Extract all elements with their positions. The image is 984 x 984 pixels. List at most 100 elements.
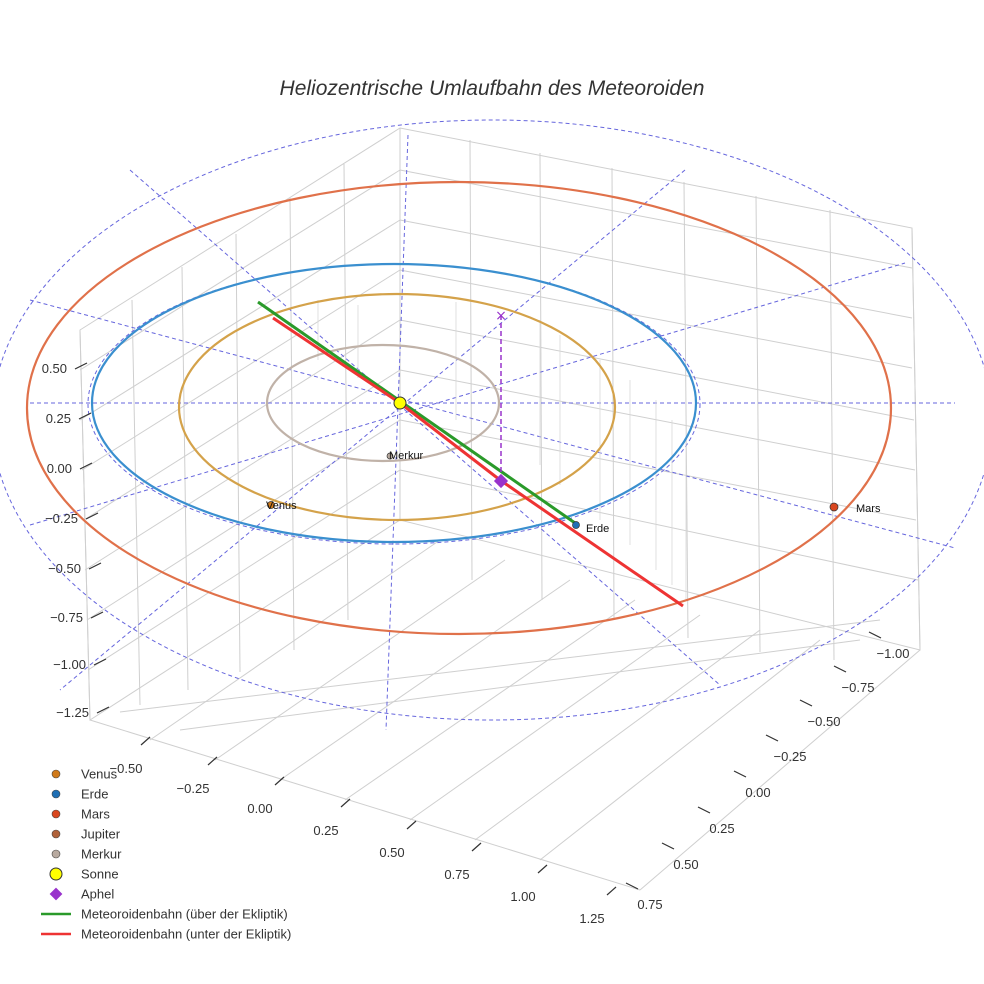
legend[interactable]: Venus Erde Mars Jupiter Merkur Sonne Aphel Mete…	[41, 767, 291, 942]
label-venus: Venus	[266, 500, 297, 512]
meteoroid-path-above	[257, 300, 576, 525]
x-tick-label: 1.25	[579, 911, 604, 926]
x-tick-mark	[207, 756, 218, 766]
y-tick-mark	[765, 734, 779, 742]
legend-item[interactable]: Meteoroidenbahn (unter der Ekliptik)	[41, 927, 291, 942]
y-tick-mark	[733, 770, 747, 778]
x-tick-label: −0.25	[177, 781, 210, 796]
x-tick-label: 0.25	[313, 823, 338, 838]
chart-title: Heliozentrische Umlaufbahn des Meteoroid…	[280, 77, 705, 100]
legend-label: Aphel	[81, 887, 114, 902]
y-tick-mark	[697, 806, 711, 814]
x-tick-mark	[606, 886, 617, 896]
legend-item[interactable]: Aphel	[49, 887, 115, 902]
z-tick-mark	[88, 562, 102, 570]
legend-item[interactable]: Jupiter	[51, 827, 121, 842]
reference-dashed-lines	[0, 119, 984, 731]
orbit-venus	[177, 292, 617, 522]
y-tick-label: −1.00	[877, 646, 910, 661]
meteoroid-path-below	[272, 316, 684, 608]
legend-label: Merkur	[81, 847, 122, 862]
z-axis-ticks: 0.50 0.25 0.00 −0.25 −0.50 −0.75 −1.00 −1.25	[42, 361, 110, 720]
legend-label: Erde	[81, 787, 108, 802]
y-tick-label: 0.25	[709, 821, 734, 836]
z-tick-label: 0.50	[42, 361, 67, 376]
z-tick-label: −1.00	[53, 657, 86, 672]
legend-item[interactable]: Mars	[51, 807, 110, 822]
y-tick-label: −0.25	[774, 749, 807, 764]
z-tick-mark	[90, 611, 104, 619]
aphel-marker	[493, 473, 509, 489]
legend-label: Meteoroidenbahn (unter der Ekliptik)	[81, 927, 291, 942]
legend-label: Meteoroidenbahn (über der Ekliptik)	[81, 907, 288, 922]
x-tick-label: −0.50	[110, 761, 143, 776]
label-erde: Erde	[586, 523, 609, 535]
planet-markers	[267, 396, 839, 529]
erde-marker	[572, 521, 580, 529]
legend-symbol	[51, 849, 61, 859]
venus-marker	[267, 501, 275, 509]
z-tick-mark	[85, 512, 99, 520]
x-tick-label: 0.00	[247, 801, 272, 816]
y-tick-label: 0.00	[745, 785, 770, 800]
y-tick-mark	[625, 882, 639, 890]
z-tick-mark	[78, 412, 92, 420]
planet-orbits	[25, 180, 893, 636]
x-tick-mark	[537, 864, 548, 874]
z-tick-label: −0.50	[48, 561, 81, 576]
z-tick-label: −0.75	[50, 610, 83, 625]
label-merkur: Merkur	[389, 450, 424, 462]
legend-item[interactable]: Sonne	[49, 867, 119, 882]
drop-lines	[317, 300, 687, 600]
y-tick-label: 0.75	[637, 897, 662, 912]
z-tick-mark	[96, 706, 110, 714]
x-tick-mark	[140, 736, 151, 746]
legend-item[interactable]: Erde	[51, 787, 108, 802]
z-tick-label: 0.00	[47, 461, 72, 476]
z-tick-label: −1.25	[56, 705, 89, 720]
aphel-top-cross: ×	[495, 308, 507, 324]
x-tick-mark	[340, 798, 351, 808]
legend-label: Venus	[81, 767, 118, 782]
z-tick-mark	[93, 658, 107, 666]
y-axis-ticks: −1.00 −0.75 −0.50 −0.25 0.00 0.25 0.50 0.75	[625, 631, 910, 912]
y-tick-mark	[799, 699, 813, 707]
y-tick-label: −0.50	[808, 714, 841, 729]
legend-item[interactable]: Meteoroidenbahn (über der Ekliptik)	[41, 907, 288, 922]
sonne-marker	[393, 396, 407, 410]
x-tick-label: 0.75	[444, 867, 469, 882]
label-mars: Mars	[856, 503, 881, 515]
y-tick-mark	[833, 665, 847, 673]
legend-symbol	[51, 809, 61, 819]
legend-item[interactable]: Venus	[51, 767, 118, 782]
y-tick-mark	[661, 842, 675, 850]
legend-label: Mars	[81, 807, 110, 822]
legend-symbol	[49, 867, 63, 881]
legend-symbol	[51, 769, 61, 779]
orbit-mars	[25, 180, 893, 636]
orbit-erde	[90, 262, 698, 544]
x-tick-mark	[471, 842, 482, 852]
legend-item[interactable]: Merkur	[51, 847, 122, 862]
x-tick-mark	[274, 776, 285, 786]
x-axis-ticks: −0.50 −0.25 0.00 0.25 0.50 0.75 1.00 1.25	[110, 736, 617, 926]
legend-symbol	[49, 887, 63, 901]
orbit-merkur	[265, 343, 501, 463]
y-tick-label: 0.50	[673, 857, 698, 872]
z-tick-label: −0.25	[45, 511, 78, 526]
x-tick-mark	[406, 820, 417, 830]
z-tick-label: 0.25	[46, 411, 71, 426]
z-tick-mark	[79, 462, 93, 470]
legend-label: Sonne	[81, 867, 119, 882]
mars-marker	[829, 502, 839, 512]
legend-label: Jupiter	[81, 827, 121, 842]
legend-symbol	[51, 789, 61, 799]
x-tick-label: 0.50	[379, 845, 404, 860]
merkur-marker	[386, 452, 394, 460]
x-tick-label: 1.00	[510, 889, 535, 904]
y-tick-label: −0.75	[842, 680, 875, 695]
z-tick-mark	[74, 362, 88, 370]
y-tick-mark	[868, 631, 882, 639]
grid-back	[79, 127, 921, 891]
